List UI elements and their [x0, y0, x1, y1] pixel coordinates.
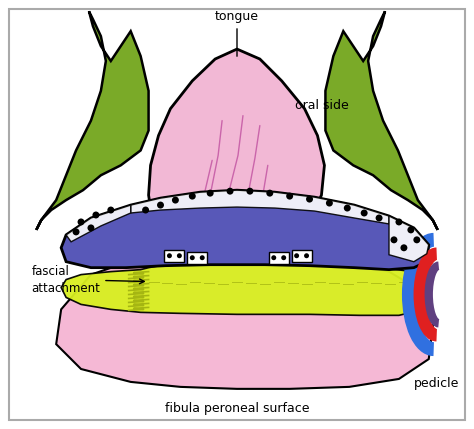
Text: fibula peroneal surface: fibula peroneal surface: [165, 402, 309, 415]
Circle shape: [413, 236, 420, 243]
Circle shape: [207, 190, 214, 196]
FancyBboxPatch shape: [187, 252, 207, 264]
Circle shape: [281, 255, 286, 260]
Circle shape: [177, 253, 182, 258]
Polygon shape: [326, 11, 438, 230]
Circle shape: [294, 253, 299, 258]
Polygon shape: [131, 190, 389, 224]
Circle shape: [304, 253, 309, 258]
Circle shape: [344, 205, 351, 211]
Polygon shape: [61, 190, 429, 270]
Circle shape: [88, 224, 94, 231]
FancyBboxPatch shape: [269, 252, 289, 264]
Circle shape: [395, 218, 402, 225]
Circle shape: [286, 193, 293, 199]
Circle shape: [246, 187, 254, 195]
Text: tongue: tongue: [215, 10, 259, 56]
Polygon shape: [389, 216, 429, 262]
Text: pedicle: pedicle: [414, 378, 459, 390]
Circle shape: [375, 214, 383, 221]
Text: oral side: oral side: [295, 99, 348, 112]
Circle shape: [306, 196, 313, 202]
FancyBboxPatch shape: [292, 250, 311, 262]
Polygon shape: [61, 262, 429, 315]
Circle shape: [200, 255, 205, 260]
Circle shape: [407, 227, 414, 233]
FancyBboxPatch shape: [164, 250, 184, 262]
Circle shape: [157, 202, 164, 208]
Circle shape: [266, 190, 273, 196]
Circle shape: [92, 211, 100, 218]
Circle shape: [167, 253, 172, 258]
Polygon shape: [36, 11, 148, 230]
Circle shape: [190, 255, 195, 260]
Text: fascial
attachment: fascial attachment: [31, 265, 144, 295]
Circle shape: [78, 218, 84, 225]
Circle shape: [172, 196, 179, 204]
Polygon shape: [148, 49, 324, 260]
Polygon shape: [66, 205, 131, 242]
Circle shape: [142, 206, 149, 214]
Circle shape: [401, 244, 407, 251]
Circle shape: [107, 206, 114, 214]
Circle shape: [326, 199, 333, 206]
Polygon shape: [56, 250, 434, 389]
Circle shape: [361, 209, 368, 217]
Circle shape: [227, 187, 234, 195]
Circle shape: [271, 255, 276, 260]
Circle shape: [189, 193, 196, 199]
Circle shape: [391, 236, 398, 243]
Circle shape: [73, 228, 80, 236]
